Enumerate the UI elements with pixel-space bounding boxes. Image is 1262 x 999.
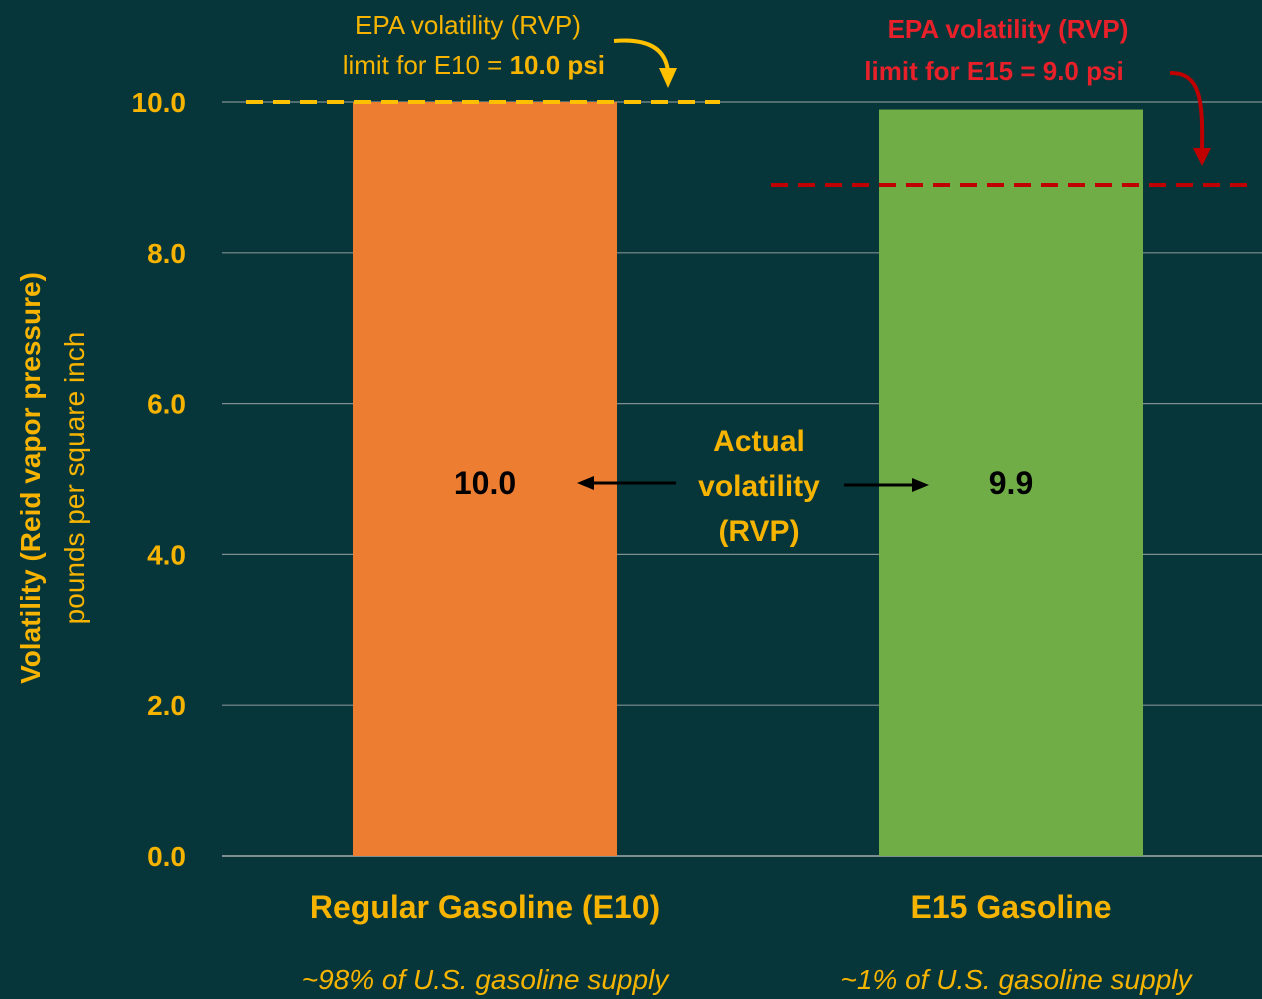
limit-annotation-e15: EPA volatility (RVP) limit for E15 = 9.0… — [864, 14, 1211, 166]
arrow-right-head — [912, 478, 929, 492]
actual-label-line1: Actual — [713, 425, 805, 458]
category-note-e15: ~1% of U.S. gasoline supply — [841, 964, 1194, 995]
limit-annotation-e10: EPA volatility (RVP) limit for E10 = 10.… — [343, 10, 677, 88]
limit-e10-label-line1: EPA volatility (RVP) — [355, 10, 581, 40]
actual-label-line3: (RVP) — [718, 515, 799, 548]
limit-e15-label-line1: EPA volatility (RVP) — [888, 14, 1129, 44]
limit-e15-arrowhead — [1193, 148, 1211, 166]
y-tick-label: 2.0 — [147, 690, 186, 721]
limit-e10-label-line2: limit for E10 = 10.0 psi — [343, 50, 605, 80]
y-tick-label: 4.0 — [147, 539, 186, 570]
bar-regular-gasoline-e10 — [353, 102, 617, 856]
limit-e10-arrowhead — [659, 68, 677, 88]
category-label-e10: Regular Gasoline (E10) — [310, 889, 660, 925]
y-tick-label: 0.0 — [147, 841, 186, 872]
limit-e15-label-line2: limit for E15 = 9.0 psi — [864, 56, 1123, 86]
actual-volatility-annotation: Actual volatility (RVP) — [577, 425, 929, 548]
data-label-e10: 10.0 — [454, 465, 516, 501]
y-axis-title-unit: pounds per square inch — [59, 332, 90, 625]
y-tick-label: 8.0 — [147, 238, 186, 269]
arrow-left-head — [577, 476, 594, 490]
y-axis-title: Volatility (Reid vapor pressure) pounds … — [15, 272, 90, 684]
y-axis-ticks: 0.0 2.0 4.0 6.0 8.0 10.0 — [132, 87, 187, 872]
limit-e10-arrow — [613, 38, 670, 73]
limit-e10-label-value: 10.0 psi — [510, 50, 605, 80]
data-label-e15: 9.9 — [989, 465, 1033, 501]
y-tick-label: 10.0 — [132, 87, 187, 118]
y-tick-label: 6.0 — [147, 389, 186, 420]
actual-label-line2: volatility — [698, 470, 820, 503]
limit-e15-arrow — [1169, 70, 1205, 149]
limit-e10-label-prefix: limit for E10 = — [343, 50, 510, 80]
category-note-e10: ~98% of U.S. gasoline supply — [302, 964, 671, 995]
category-label-e15: E15 Gasoline — [911, 889, 1112, 925]
y-axis-title-bold: Volatility (Reid vapor pressure) — [15, 272, 46, 684]
